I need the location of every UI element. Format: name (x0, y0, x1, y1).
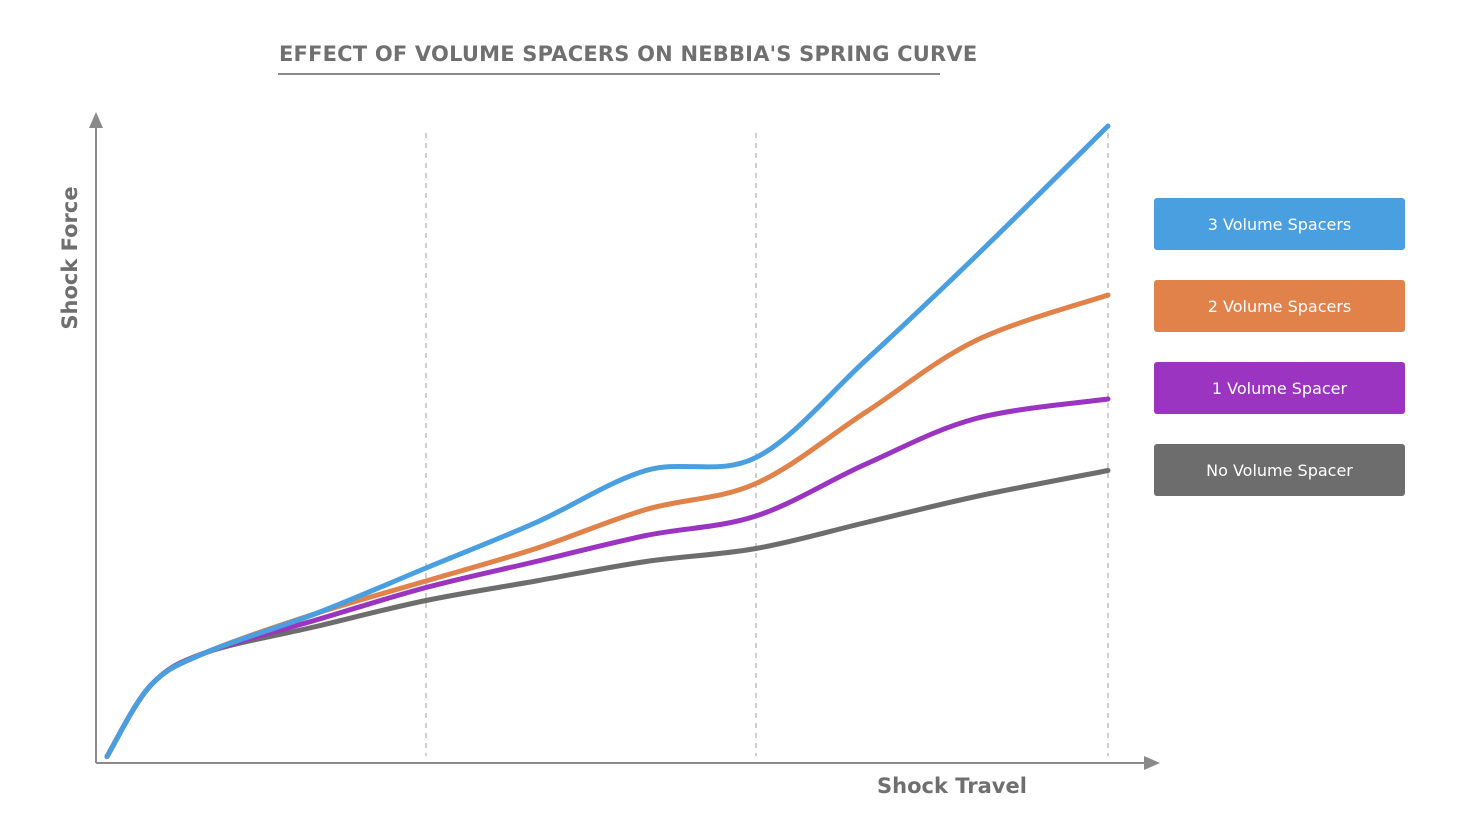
series-lines (104, 123, 1111, 759)
series-line-2-volume-spacers (104, 292, 1111, 759)
y-axis-arrow (89, 112, 103, 128)
series-line-1-volume-spacer (104, 396, 1111, 759)
legend-item-no-volume-spacer: No Volume Spacer (1154, 444, 1405, 496)
series-line-no-volume-spacer (104, 468, 1111, 759)
legend: 3 Volume Spacers 2 Volume Spacers 1 Volu… (1154, 198, 1405, 526)
y-axis-label: Shock Force (58, 186, 82, 330)
axes (89, 112, 1160, 770)
x-axis-label: Shock Travel (877, 774, 1027, 798)
legend-item-1-volume-spacer: 1 Volume Spacer (1154, 362, 1405, 414)
series-line-3-volume-spacers (104, 123, 1111, 759)
legend-item-3-volume-spacers: 3 Volume Spacers (1154, 198, 1405, 250)
gridlines (425, 133, 1109, 756)
title-underline (278, 73, 940, 75)
chart-title: EFFECT OF VOLUME SPACERS ON NEBBIA'S SPR… (279, 42, 978, 66)
x-axis-arrow (1144, 756, 1160, 770)
legend-item-2-volume-spacers: 2 Volume Spacers (1154, 280, 1405, 332)
